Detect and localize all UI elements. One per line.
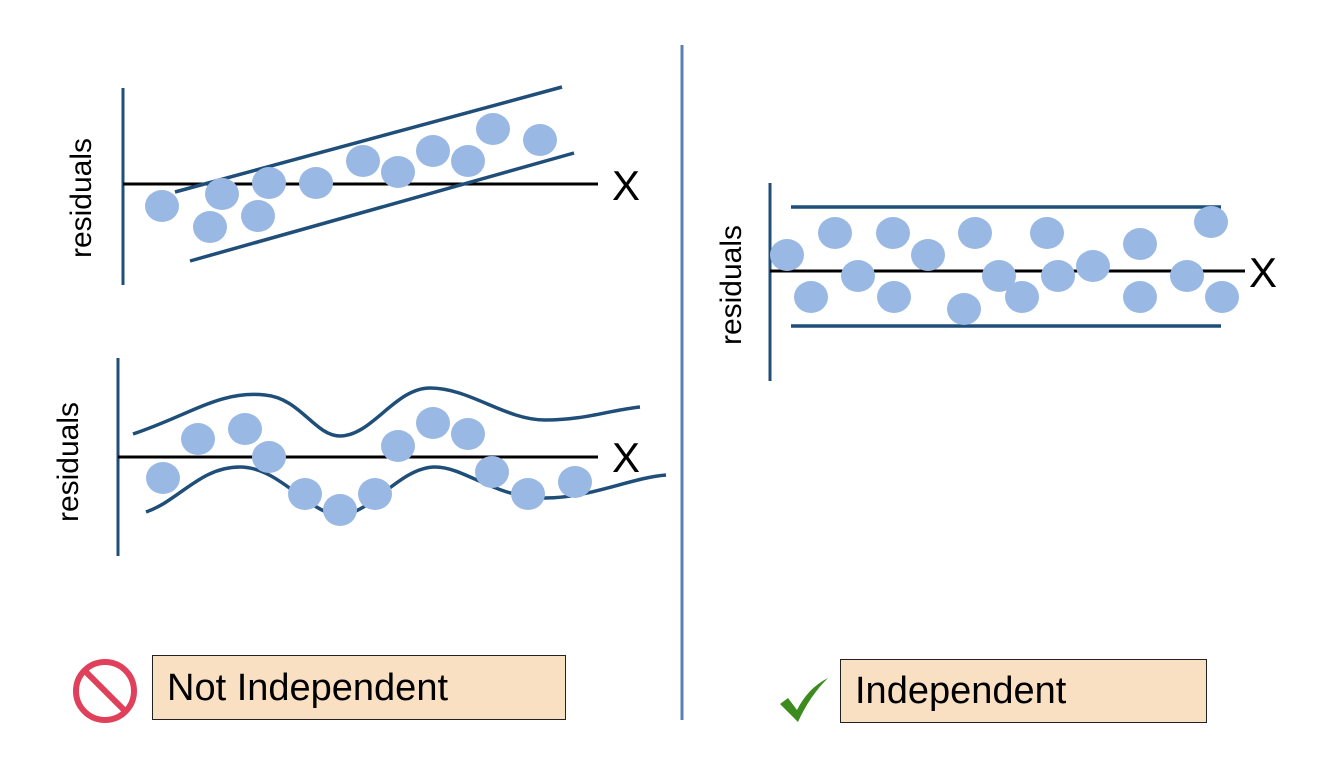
wave-upper-envelope — [132, 386, 641, 438]
independent-point — [1005, 281, 1039, 313]
trend-y-axis-label: residuals — [65, 138, 98, 258]
independent-point — [1205, 281, 1239, 313]
wave-point — [511, 478, 545, 510]
wave-point — [451, 418, 485, 450]
trend-point — [346, 145, 380, 177]
trend-point — [241, 200, 275, 232]
independent-point — [794, 281, 828, 313]
not-independent-label: Not Independent — [152, 655, 566, 720]
wave-point — [228, 413, 262, 445]
trend-x-axis-label: X — [612, 162, 640, 209]
wave-point — [416, 407, 450, 439]
independent-point — [1170, 260, 1204, 292]
wave-point — [558, 466, 592, 498]
trend-residual-plot: residuals X — [65, 85, 640, 285]
wave-x-axis-label: X — [612, 434, 640, 481]
trend-lower-envelope — [189, 151, 575, 263]
trend-point — [476, 113, 510, 145]
trend-point — [193, 211, 227, 243]
wave-point — [252, 441, 286, 473]
independent-point — [841, 260, 875, 292]
wave-point — [323, 494, 357, 526]
prohibited-icon — [73, 659, 137, 723]
independent-point — [911, 239, 945, 271]
checkmark-icon — [780, 678, 828, 722]
trend-point — [205, 178, 239, 210]
independent-point — [1030, 217, 1064, 249]
wave-residual-plot: residuals X — [52, 358, 667, 556]
trend-point — [145, 190, 179, 222]
independent-point — [1123, 228, 1157, 260]
trend-point — [416, 135, 450, 167]
wave-point — [146, 462, 180, 494]
independent-point — [877, 281, 911, 313]
trend-point — [381, 156, 415, 188]
independent-point — [958, 217, 992, 249]
independent-point — [1123, 281, 1157, 313]
independent-point — [947, 293, 981, 325]
wave-points — [146, 407, 592, 526]
independent-point — [770, 239, 804, 271]
independent-point — [876, 217, 910, 249]
trend-points — [145, 113, 557, 243]
independent-point — [1041, 260, 1075, 292]
independent-points — [770, 206, 1239, 325]
trend-point — [252, 167, 286, 199]
trend-point — [523, 124, 557, 156]
independent-y-axis-label: residuals — [715, 225, 748, 345]
independent-residual-plot: residuals X — [715, 183, 1277, 381]
wave-point — [475, 456, 509, 488]
wave-y-axis-label: residuals — [52, 402, 85, 522]
independent-point — [818, 217, 852, 249]
wave-point — [288, 478, 322, 510]
independent-point — [982, 260, 1016, 292]
wave-point — [181, 423, 215, 455]
independent-label: Independent — [840, 659, 1207, 723]
wave-point — [381, 430, 415, 462]
wave-point — [358, 478, 392, 510]
independent-point — [1076, 250, 1110, 282]
trend-point — [451, 145, 485, 177]
trend-point — [299, 167, 333, 199]
independent-point — [1194, 206, 1228, 238]
independent-x-axis-label: X — [1249, 249, 1277, 296]
trend-upper-envelope — [174, 85, 563, 194]
